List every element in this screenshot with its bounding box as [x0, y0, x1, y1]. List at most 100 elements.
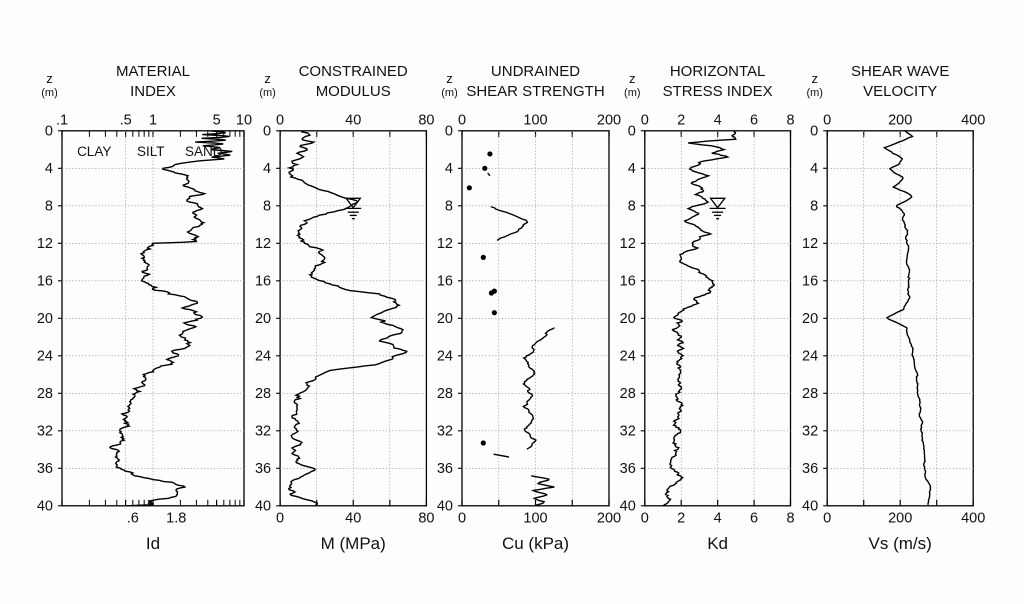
svg-text:8: 8: [263, 198, 271, 214]
svg-text:M (MPa): M (MPa): [321, 534, 386, 553]
svg-text:36: 36: [620, 461, 636, 477]
svg-text:2: 2: [677, 112, 685, 128]
svg-text:0: 0: [823, 112, 831, 128]
svg-text:z: z: [811, 71, 818, 86]
svg-text:200: 200: [597, 511, 621, 527]
svg-text:36: 36: [802, 461, 818, 477]
svg-text:Id: Id: [146, 534, 160, 553]
svg-text:0: 0: [45, 123, 53, 139]
svg-text:6: 6: [750, 511, 758, 527]
svg-text:4: 4: [714, 511, 722, 527]
svg-text:10: 10: [236, 112, 252, 128]
svg-text:40: 40: [345, 112, 361, 128]
svg-text:2: 2: [677, 511, 685, 527]
svg-text:40: 40: [437, 498, 453, 514]
svg-text:20: 20: [802, 311, 818, 327]
svg-text:80: 80: [418, 511, 434, 527]
svg-text:6: 6: [750, 112, 758, 128]
svg-text:16: 16: [37, 273, 53, 289]
svg-text:8: 8: [810, 198, 818, 214]
svg-text:20: 20: [255, 311, 271, 327]
svg-text:0: 0: [276, 511, 284, 527]
svg-text:8: 8: [786, 511, 794, 527]
svg-text:16: 16: [255, 273, 271, 289]
svg-text:0: 0: [628, 123, 636, 139]
svg-text:0: 0: [641, 112, 649, 128]
svg-text:28: 28: [255, 386, 271, 402]
svg-text:32: 32: [437, 423, 453, 439]
svg-text:12: 12: [437, 236, 453, 252]
svg-text:40: 40: [255, 498, 271, 514]
svg-text:0: 0: [458, 511, 466, 527]
svg-text:200: 200: [888, 511, 912, 527]
svg-text:28: 28: [37, 386, 53, 402]
svg-text:(m): (m): [806, 87, 823, 99]
svg-text:SILT: SILT: [137, 144, 165, 159]
svg-text:20: 20: [620, 311, 636, 327]
svg-text:4: 4: [714, 112, 722, 128]
svg-text:CONSTRAINED: CONSTRAINED: [299, 63, 408, 80]
svg-text:0: 0: [276, 112, 284, 128]
svg-text:0: 0: [458, 112, 466, 128]
svg-text:24: 24: [255, 348, 271, 364]
svg-text:8: 8: [786, 112, 794, 128]
svg-text:0: 0: [810, 123, 818, 139]
svg-text:INDEX: INDEX: [130, 83, 176, 100]
svg-text:8: 8: [445, 198, 453, 214]
svg-text:40: 40: [620, 498, 636, 514]
svg-text:24: 24: [437, 348, 453, 364]
svg-text:SHEAR STRENGTH: SHEAR STRENGTH: [466, 83, 604, 100]
svg-text:20: 20: [37, 311, 53, 327]
svg-text:(m): (m): [259, 87, 276, 99]
svg-text:.6: .6: [127, 511, 139, 527]
svg-text:32: 32: [255, 423, 271, 439]
svg-text:400: 400: [961, 112, 985, 128]
svg-text:MATERIAL: MATERIAL: [116, 63, 190, 80]
svg-text:SHEAR WAVE: SHEAR WAVE: [851, 63, 949, 80]
svg-text:12: 12: [620, 236, 636, 252]
svg-text:(m): (m): [41, 87, 58, 99]
svg-text:36: 36: [255, 461, 271, 477]
svg-text:0: 0: [823, 511, 831, 527]
svg-text:16: 16: [802, 273, 818, 289]
svg-text:VELOCITY: VELOCITY: [863, 83, 937, 100]
svg-text:.1: .1: [56, 112, 68, 128]
svg-text:24: 24: [37, 348, 53, 364]
svg-text:Cu (kPa): Cu (kPa): [502, 534, 569, 553]
svg-text:5: 5: [213, 112, 221, 128]
svg-text:24: 24: [620, 348, 636, 364]
svg-text:Vs (m/s): Vs (m/s): [869, 534, 932, 553]
svg-text:Kd: Kd: [707, 534, 728, 553]
svg-text:32: 32: [802, 423, 818, 439]
svg-text:28: 28: [620, 386, 636, 402]
svg-text:400: 400: [961, 511, 985, 527]
svg-text:z: z: [264, 71, 271, 86]
svg-text:z: z: [446, 71, 453, 86]
svg-text:40: 40: [345, 511, 361, 527]
svg-text:STRESS INDEX: STRESS INDEX: [663, 83, 773, 100]
svg-text:80: 80: [418, 112, 434, 128]
svg-text:8: 8: [628, 198, 636, 214]
svg-text:HORIZONTAL: HORIZONTAL: [670, 63, 766, 80]
svg-text:40: 40: [802, 498, 818, 514]
svg-text:200: 200: [597, 112, 621, 128]
svg-text:z: z: [46, 71, 53, 86]
svg-text:(m): (m): [624, 87, 641, 99]
svg-text:28: 28: [437, 386, 453, 402]
svg-text:100: 100: [523, 511, 547, 527]
svg-text:4: 4: [445, 161, 453, 177]
svg-text:1: 1: [149, 112, 157, 128]
svg-text:16: 16: [437, 273, 453, 289]
svg-text:28: 28: [802, 386, 818, 402]
svg-text:UNDRAINED: UNDRAINED: [491, 63, 580, 80]
svg-text:200: 200: [888, 112, 912, 128]
svg-text:8: 8: [45, 198, 53, 214]
svg-text:SAND: SAND: [185, 144, 223, 159]
svg-text:16: 16: [620, 273, 636, 289]
svg-text:MODULUS: MODULUS: [316, 83, 391, 100]
svg-text:4: 4: [263, 161, 271, 177]
svg-text:12: 12: [255, 236, 271, 252]
svg-text:100: 100: [523, 112, 547, 128]
svg-text:32: 32: [620, 423, 636, 439]
svg-text:.5: .5: [120, 112, 132, 128]
